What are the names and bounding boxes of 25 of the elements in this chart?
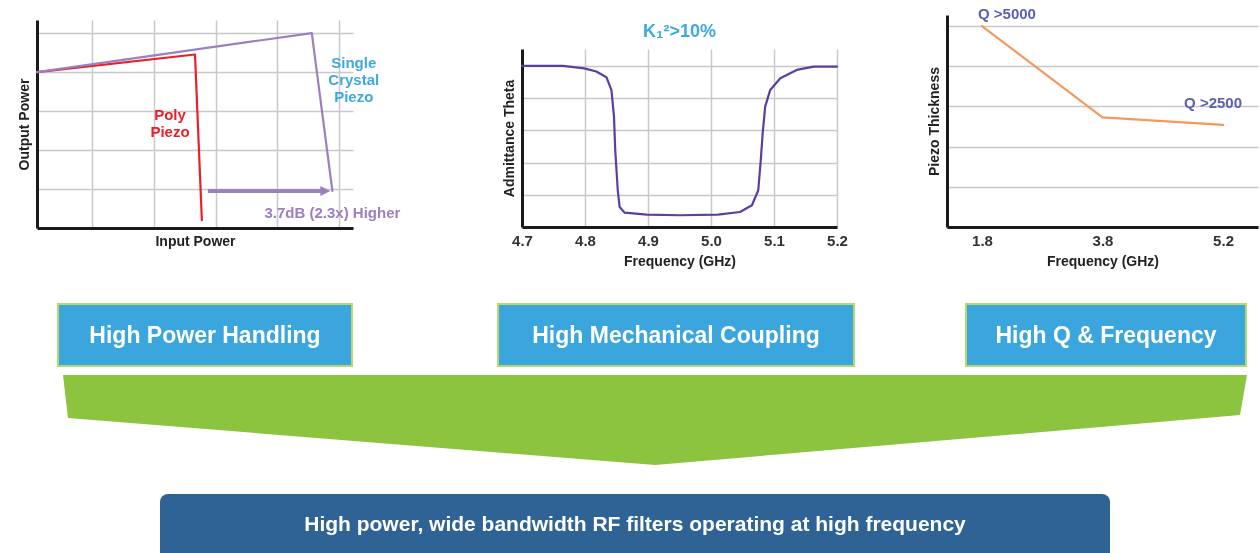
x-tick-label: 3.8 — [1092, 231, 1114, 249]
x-tick-label: 5.2 — [827, 231, 848, 249]
series-label: Poly Piezo — [150, 105, 190, 140]
x-tick-label: 4.8 — [575, 231, 596, 249]
x-axis-title: Input Power — [155, 232, 237, 249]
y-axis-title: Output Power — [15, 78, 32, 171]
x-tick-label: 5.2 — [1213, 231, 1234, 249]
x-tick-label: 5.1 — [764, 231, 785, 249]
x-axis-title: Frequency (GHz) — [623, 252, 737, 269]
x-tick-label: 4.9 — [638, 231, 659, 249]
y-axis-title: Admittance Theta — [500, 79, 517, 198]
x-tick-label: 1.8 — [972, 231, 993, 249]
text: High Mechanical Coupling — [497, 303, 855, 367]
y-axis-title: Piezo Thickness — [925, 66, 942, 176]
chart-title: K₁²>10% — [643, 21, 716, 41]
text: High Power Handling — [57, 303, 353, 367]
text: Q >5000 — [977, 5, 1036, 23]
x-tick-label: 4.7 — [512, 231, 533, 249]
series-label: Single Crystal Piezo — [328, 54, 380, 106]
text: High power, wide bandwidth RF filters operating at high frequency — [160, 494, 1110, 553]
x-tick-label: 5.0 — [701, 231, 722, 249]
annotation: Q >2500 — [1184, 93, 1243, 111]
text: High Q & Frequency — [965, 303, 1247, 367]
x-axis-title: Frequency (GHz) — [1046, 252, 1160, 269]
annotation: 3.7dB (2.3x) Higher — [264, 203, 401, 221]
